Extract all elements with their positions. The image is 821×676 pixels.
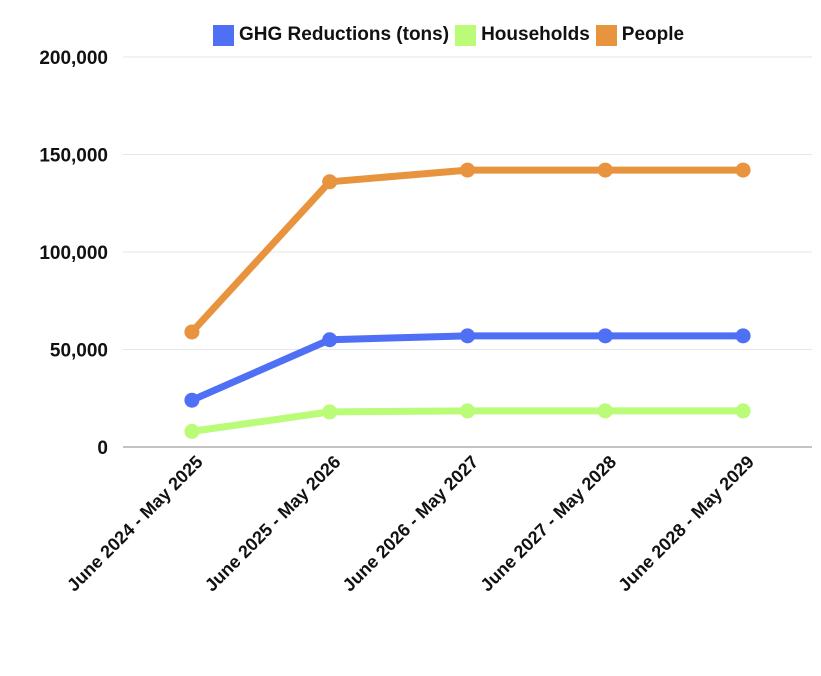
data-point [322, 404, 338, 420]
data-point [460, 403, 475, 419]
legend-label-ghg: GHG Reductions (tons) [239, 24, 450, 45]
data-point [460, 328, 475, 344]
legend-item-ghg: GHG Reductions (tons) [213, 24, 449, 46]
data-point [597, 403, 613, 419]
data-point [184, 392, 200, 408]
data-point [735, 328, 751, 344]
legend-item-people: People [595, 24, 685, 46]
legend-label-people: People [621, 24, 685, 45]
legend-item-households: Households [455, 24, 590, 46]
series-line-2 [188, 166, 747, 336]
series-line-0 [188, 332, 747, 404]
y-tick-label: 200,000 [39, 48, 108, 69]
legend-swatch-ghg [213, 24, 234, 46]
data-point [735, 162, 751, 178]
x-tick-label: June 2025 - May 2026 [201, 452, 345, 596]
data-point [735, 403, 751, 419]
data-point [460, 162, 475, 178]
data-point [597, 328, 613, 344]
legend-swatch-people [595, 24, 617, 46]
x-tick-label: June 2028 - May 2029 [614, 452, 758, 596]
chart-legend: GHG Reductions (tons) Households People [213, 24, 690, 46]
x-tick-label: June 2026 - May 2027 [339, 452, 483, 596]
gridlines [123, 56, 812, 448]
y-tick-label: 50,000 [50, 341, 108, 362]
y-tick-label: 0 [97, 438, 108, 459]
data-point [322, 332, 338, 348]
x-tick-label: June 2027 - May 2028 [476, 452, 620, 596]
x-tick-label: June 2024 - May 2025 [63, 452, 207, 596]
y-axis-ticks: 0 50,000 100,000 150,000 200,000 [39, 48, 108, 459]
y-tick-label: 150,000 [39, 146, 108, 167]
data-point [184, 324, 200, 340]
data-point [184, 423, 200, 439]
y-tick-label: 100,000 [39, 243, 108, 264]
series-lines [184, 162, 751, 439]
legend-label-households: Households [481, 24, 590, 45]
legend-swatch-households [455, 24, 477, 46]
data-point [597, 162, 613, 178]
data-point [322, 174, 338, 190]
